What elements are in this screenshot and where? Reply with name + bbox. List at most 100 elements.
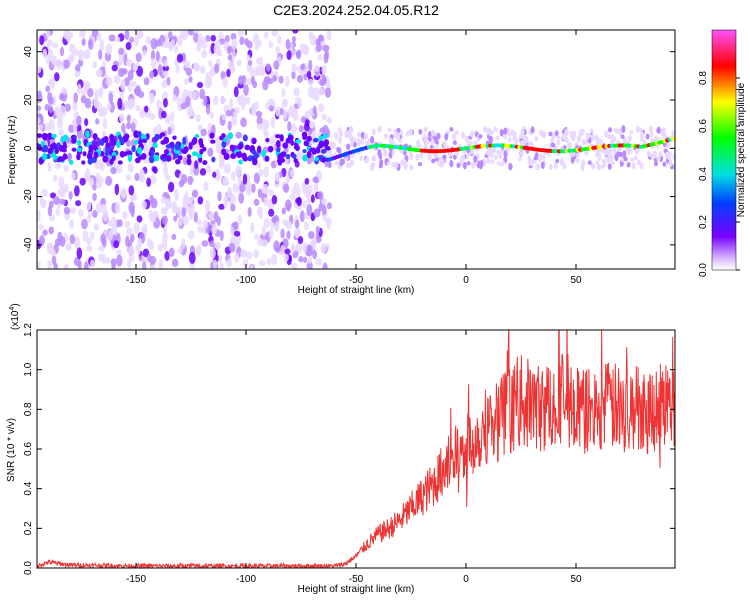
noise-cell [86,245,93,252]
x-tick-label: -100 [236,275,256,286]
noise-cell [291,262,298,269]
signal-halo-cell [578,129,583,137]
noise-band-cell [235,151,241,157]
noise-cell [246,40,253,49]
noise-band-cell [285,153,291,160]
noise-cell [217,254,223,264]
noise-cell [268,189,274,196]
noise-cell [105,76,113,87]
noise-cell [73,256,81,267]
noise-cell [97,108,105,117]
signal-halo-cell [594,160,599,165]
noise-cell [271,30,279,37]
noise-cell [116,254,123,267]
signal-halo-cell [522,135,527,141]
noise-cell [256,65,261,77]
svg-text:(x104): (x104) [9,303,21,330]
noise-cell [136,31,144,38]
signal-halo-cell [612,147,617,156]
noise-band-cell [69,160,74,165]
noise-cell [281,207,287,215]
noise-cell [222,179,230,187]
noise-cell [253,172,260,184]
signal-halo-cell [590,133,595,142]
noise-cell [208,59,213,68]
signal-halo-cell [425,139,430,145]
signal-cell [670,136,675,141]
noise-cell [230,32,237,41]
x-tick-label: -150 [126,574,146,585]
signal-halo-cell [589,128,594,134]
noise-cell [88,177,94,187]
noise-cell [69,207,77,214]
noise-cell [293,87,300,97]
noise-cell [142,223,148,236]
noise-band-cell [140,152,147,160]
noise-band-cell [138,139,143,145]
x-tick-label: -100 [236,574,256,585]
noise-cell [148,209,154,220]
noise-cell [60,87,68,95]
x-tick-label: -50 [349,275,364,286]
noise-band-cell [42,144,49,153]
noise-cell [110,258,117,267]
noise-band-cell [117,160,123,165]
signal-halo-cell [427,152,432,161]
signal-halo-cell [394,161,399,169]
y-tick-label: 0.8 [23,402,34,416]
noise-cell [196,81,204,89]
noise-band-cell [104,150,109,157]
signal-halo-cell [388,150,393,159]
noise-cell [205,71,213,84]
noise-cell [238,192,245,204]
noise-band-cell [126,150,132,155]
noise-cell [57,128,64,137]
noise-cell [67,152,72,163]
noise-cell [264,131,269,139]
signal-halo-cell [581,139,586,145]
noise-cell [307,78,314,86]
noise-cell [73,236,81,249]
noise-band-cell [115,140,121,149]
noise-band-cell [238,159,243,165]
signal-halo-cell [604,130,609,138]
noise-cell [144,105,149,113]
signal-halo-cell [618,151,623,157]
noise-cell [111,264,116,269]
noise-cell [126,227,133,236]
noise-cell [162,65,170,72]
noise-cell [232,221,239,231]
spectrogram-y-ticks: -40 -20 0 20 40 [23,46,675,252]
noise-band-cell [71,138,77,144]
noise-cell [135,52,142,63]
noise-cell [136,215,143,223]
signal-halo-cell [614,153,619,162]
noise-cell [188,76,193,83]
noise-cell [286,50,292,61]
noise-cell [116,248,122,257]
noise-band-cell [242,134,248,142]
noise-cell [199,65,206,75]
noise-cell [157,63,162,76]
noise-cell [98,86,104,98]
signal-halo-cell [493,154,498,161]
noise-band-cell [279,134,284,142]
noise-cell [300,63,306,71]
signal-halo-cell [396,135,401,141]
noise-cell [304,177,310,185]
noise-cell [58,93,65,101]
noise-band-cell [99,138,105,146]
noise-cell [161,110,167,119]
signal-halo-cell [470,162,475,169]
signal-halo-cell [440,161,445,168]
signal-halo-cell [405,130,410,137]
noise-cell [174,45,179,53]
noise-cell [302,242,308,253]
signal-halo-cell [379,159,384,167]
noise-cell [209,247,216,259]
noise-cell [307,256,313,265]
noise-band-cell [264,155,270,162]
noise-cell [209,111,215,119]
signal-halo-cell [349,125,354,134]
noise-band-cell [278,152,285,160]
